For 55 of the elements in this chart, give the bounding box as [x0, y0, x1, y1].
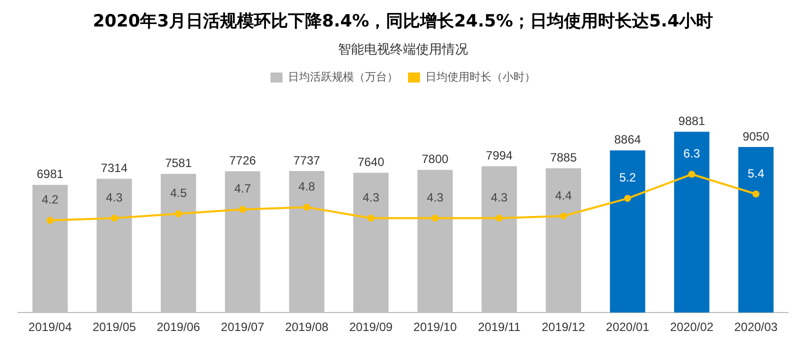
x-tick-label: 2019/09	[349, 320, 393, 334]
data-label: 4.5	[170, 186, 188, 200]
bar	[674, 132, 710, 313]
point	[174, 210, 182, 218]
data-label: 4.3	[362, 190, 380, 204]
data-label: 9050	[742, 129, 770, 144]
data-label: 4.3	[490, 190, 508, 204]
point	[752, 190, 760, 198]
point	[303, 204, 310, 211]
data-label: 4.2	[42, 192, 59, 207]
point	[496, 214, 503, 222]
x-tick-label: 2019/04	[28, 320, 72, 334]
point	[367, 214, 374, 222]
x-tick-label: 2019/11	[478, 320, 521, 334]
point	[46, 216, 54, 224]
bar	[610, 150, 646, 313]
data-label: 7800	[422, 152, 449, 166]
point	[110, 214, 118, 222]
data-label: 7994	[486, 148, 513, 163]
x-tick-label: 2019/07	[220, 320, 265, 334]
data-label: 4.4	[555, 188, 572, 202]
x-tick-label: 2020/02	[670, 320, 714, 334]
x-tick-label: 2019/06	[156, 320, 200, 334]
point	[239, 206, 246, 213]
point	[560, 212, 567, 220]
x-tick-label: 2019/12	[542, 320, 586, 334]
data-label: 4.7	[234, 182, 252, 196]
x-tick-label: 2020/01	[606, 320, 650, 334]
data-label: 7726	[229, 154, 256, 168]
data-label: 4.3	[106, 190, 123, 204]
data-label: 7581	[165, 156, 192, 170]
point	[624, 194, 632, 202]
data-label: 7737	[293, 153, 320, 168]
data-label: 4.8	[298, 180, 316, 194]
chart-title: 2020年3月日活规模环比下降8.4%，同比增长24.5%；日均使用时长达5.4小时	[92, 12, 714, 32]
x-tick-label: 2020/03	[734, 320, 778, 334]
point	[688, 170, 696, 178]
data-label: 5.2	[619, 170, 636, 185]
data-label: 7885	[550, 150, 578, 165]
data-label: 8864	[614, 132, 642, 147]
data-label: 4.3	[426, 190, 444, 204]
data-label: 7640	[358, 155, 385, 170]
data-label: 9881	[678, 114, 706, 128]
chart-subtitle: 智能电视终端使用情况	[338, 42, 468, 58]
legend-label: 日均使用时长（小时）	[426, 70, 536, 84]
x-tick-label: 2019/10	[413, 320, 458, 334]
point	[432, 214, 439, 222]
data-label: 7314	[100, 161, 128, 176]
data-label: 6981	[36, 167, 64, 182]
data-label: 5.4	[748, 166, 765, 180]
x-tick-label: 2019/05	[92, 320, 136, 334]
legend-label: 日均活跃规模（万台）	[288, 70, 398, 84]
bar	[738, 146, 774, 313]
x-tick-label: 2019/08	[285, 320, 329, 334]
data-label: 6.3	[683, 146, 700, 161]
